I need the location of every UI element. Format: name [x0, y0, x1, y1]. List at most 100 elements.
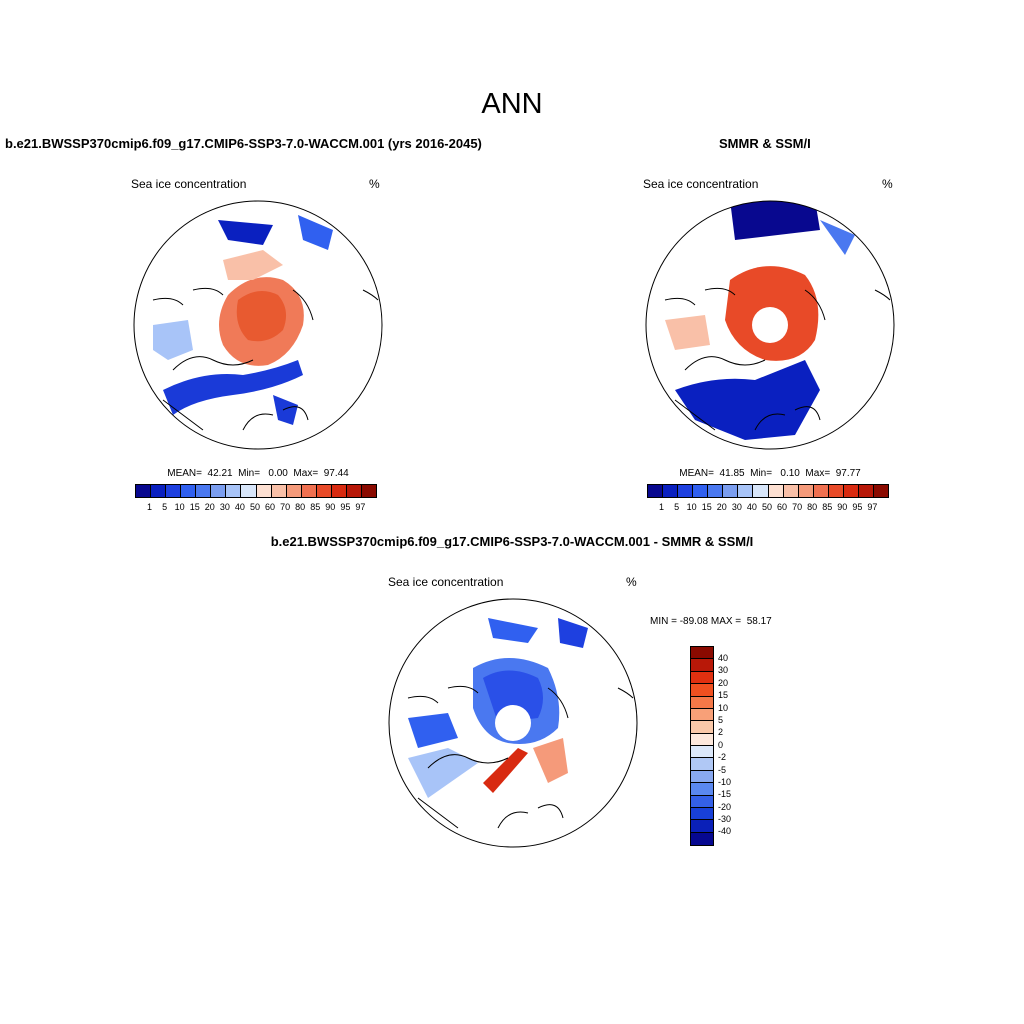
diff-colorbar-ticks: 40 30 20 15 10 5 2 0 -2 -5 -10 -15 -20 -30 -40	[718, 652, 731, 838]
model-colorbar-tick-label: 40	[234, 502, 245, 512]
model-colorbar-tick-label: 60	[265, 502, 276, 512]
model-colorbar-tick-label: 97	[355, 502, 366, 512]
diff-colorbar-tick-label: -30	[718, 814, 732, 825]
diff-colorbar-swatch	[691, 696, 713, 709]
obs-colorbar-tick-label: 5	[674, 502, 680, 512]
model-colorbar-swatch	[361, 485, 376, 497]
obs-colorbar-tick-label: 60	[777, 502, 788, 512]
diff-colorbar-swatch	[691, 832, 713, 845]
obs-left-label: Sea ice concentration	[643, 177, 759, 191]
diff-colorbar-tick-label: -5	[718, 764, 727, 775]
diff-colorbar-tick-label: -20	[718, 801, 732, 812]
model-polar-map	[133, 200, 383, 450]
obs-colorbar-tick-label: 50	[761, 502, 772, 512]
obs-colorbar-swatch	[753, 485, 769, 497]
obs-colorbar-swatch	[783, 485, 799, 497]
model-colorbar	[135, 484, 377, 498]
model-left-label: Sea ice concentration	[131, 177, 247, 191]
obs-colorbar-tick-label: 95	[852, 502, 863, 512]
diff-colorbar-swatch	[691, 783, 713, 796]
model-colorbar-swatch	[331, 485, 347, 497]
diff-colorbar-tick-label: 15	[718, 690, 729, 701]
model-colorbar-swatch	[256, 485, 272, 497]
model-colorbar-swatch	[346, 485, 362, 497]
model-colorbar-tick-label: 5	[162, 502, 168, 512]
model-units-label: %	[369, 177, 380, 191]
obs-colorbar-ticks: 1 5 10 15 20 30 40 50 60 70 80 85 90 95 97	[654, 502, 880, 512]
diff-colorbar-tick-label: -15	[718, 789, 732, 800]
obs-colorbar-tick-label: 10	[686, 502, 697, 512]
model-colorbar-tick-label: 10	[174, 502, 185, 512]
model-colorbar-tick-label: 85	[310, 502, 321, 512]
diff-colorbar	[690, 646, 714, 846]
diff-colorbar-swatch	[691, 758, 713, 771]
model-colorbar-swatch	[211, 485, 227, 497]
model-colorbar-swatch	[136, 485, 152, 497]
obs-panel-title: SMMR & SSM/I	[719, 136, 811, 151]
obs-colorbar-swatch	[678, 485, 694, 497]
obs-colorbar-tick-label: 15	[701, 502, 712, 512]
obs-colorbar-tick-label: 70	[792, 502, 803, 512]
diff-colorbar-tick-label: 40	[718, 653, 729, 663]
diff-polar-map	[388, 598, 638, 848]
model-colorbar-tick-label: 90	[325, 502, 336, 512]
diff-colorbar-tick-label: 2	[718, 727, 724, 738]
diff-colorbar-swatch	[691, 820, 713, 833]
obs-colorbar-swatch	[663, 485, 679, 497]
diff-units-label: %	[626, 575, 637, 589]
diff-colorbar-tick-label: 10	[718, 702, 729, 713]
model-colorbar-tick-label: 30	[219, 502, 230, 512]
diff-stats: MIN = -89.08 MAX = 58.17	[650, 616, 772, 627]
model-panel-title: b.e21.BWSSP370cmip6.f09_g17.CMIP6-SSP3-7…	[5, 136, 482, 151]
obs-colorbar-swatch	[648, 485, 664, 497]
diff-colorbar-swatch	[691, 795, 713, 808]
diff-colorbar-tick-label: 30	[718, 665, 729, 676]
obs-colorbar-swatch	[828, 485, 844, 497]
obs-colorbar-swatch	[873, 485, 888, 497]
obs-colorbar-tick-label: 1	[659, 502, 665, 512]
diff-colorbar-tick-label: -40	[718, 826, 732, 837]
model-colorbar-swatch	[226, 485, 242, 497]
diff-colorbar-swatch	[691, 746, 713, 759]
obs-colorbar-swatch	[858, 485, 874, 497]
model-colorbar-ticks: 1 5 10 15 20 30 40 50 60 70 80 85 90 95 97	[142, 502, 368, 512]
main-title: ANN	[481, 88, 543, 120]
obs-colorbar-swatch	[738, 485, 754, 497]
diff-colorbar-swatch	[691, 708, 713, 722]
model-colorbar-swatch	[271, 485, 287, 497]
diff-colorbar-tick-label: -2	[718, 752, 727, 763]
obs-colorbar-swatch	[708, 485, 724, 497]
diff-panel-title: b.e21.BWSSP370cmip6.f09_g17.CMIP6-SSP3-7…	[270, 534, 754, 549]
obs-colorbar-tick-label: 85	[822, 502, 833, 512]
diff-colorbar-swatch	[691, 684, 713, 697]
obs-colorbar-tick-label: 20	[716, 502, 727, 512]
diff-colorbar-tick-label: 20	[718, 677, 729, 688]
obs-colorbar-swatch	[843, 485, 859, 497]
model-colorbar-swatch	[316, 485, 332, 497]
diff-colorbar-tick-label: 0	[718, 739, 724, 750]
model-colorbar-swatch	[286, 485, 302, 497]
obs-colorbar-swatch	[798, 485, 814, 497]
obs-colorbar-swatch	[768, 485, 784, 497]
obs-colorbar-swatch	[693, 485, 709, 497]
model-colorbar-swatch	[166, 485, 182, 497]
model-colorbar-swatch	[181, 485, 197, 497]
model-colorbar-tick-label: 70	[280, 502, 291, 512]
obs-colorbar-tick-label: 97	[867, 502, 878, 512]
diff-colorbar-swatch	[691, 807, 713, 821]
model-colorbar-tick-label: 20	[204, 502, 215, 512]
model-colorbar-tick-label: 95	[340, 502, 351, 512]
obs-colorbar-swatch	[723, 485, 739, 497]
model-colorbar-tick-label: 15	[189, 502, 200, 512]
diff-colorbar-swatch	[691, 671, 713, 685]
obs-stats: MEAN= 41.85 Min= 0.10 Max= 97.77	[679, 468, 861, 479]
obs-units-label: %	[882, 177, 893, 191]
diff-colorbar-swatch	[691, 770, 713, 784]
diff-colorbar-tick-label: 5	[718, 714, 724, 725]
obs-colorbar-swatch	[813, 485, 829, 497]
model-colorbar-swatch	[196, 485, 212, 497]
diff-colorbar-swatch	[691, 647, 713, 660]
model-colorbar-swatch	[151, 485, 167, 497]
obs-colorbar-tick-label: 90	[837, 502, 848, 512]
model-colorbar-tick-label: 50	[249, 502, 260, 512]
